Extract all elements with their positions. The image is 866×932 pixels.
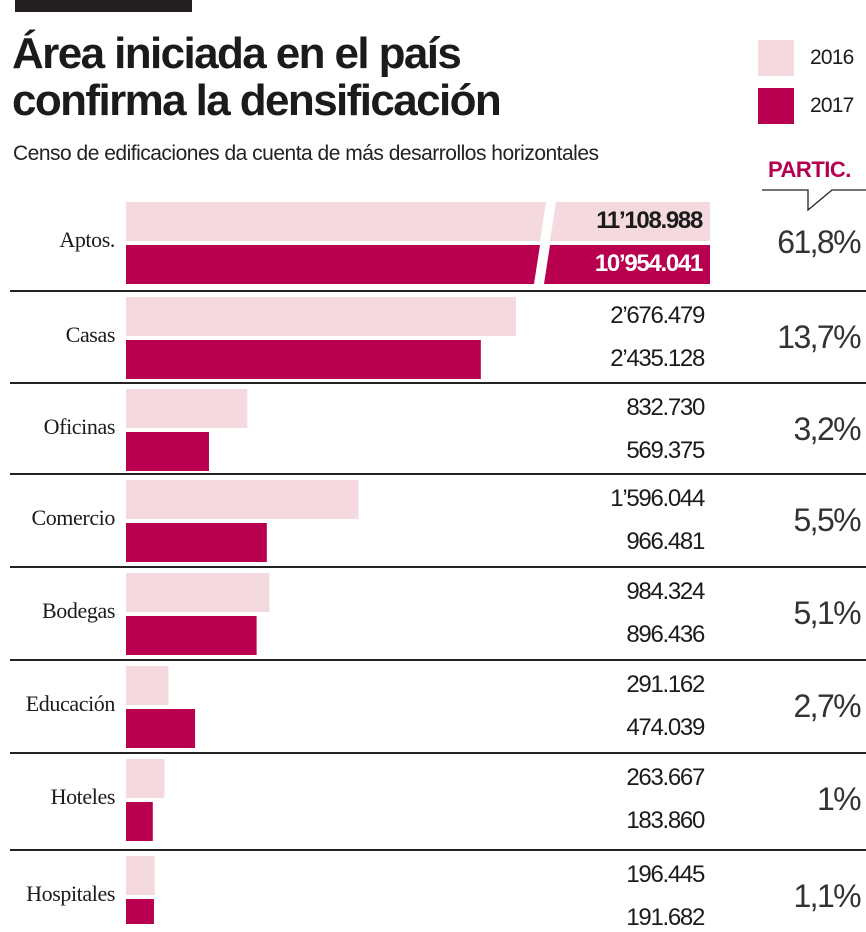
bar-2017-bodegas	[126, 616, 257, 655]
value-label-2017-oficinas: 569.375	[626, 437, 705, 464]
row-separator	[10, 752, 866, 754]
title-line-1: Área iniciada en el país	[12, 29, 462, 78]
bar-2017-educacion	[126, 709, 196, 748]
participation-aptos: 61,8%	[777, 224, 861, 260]
row-separator	[10, 566, 866, 568]
participation-header: PARTIC.	[768, 157, 851, 182]
bar-2016-oficinas	[126, 389, 248, 428]
value-label-2017-casas: 2’435.128	[610, 345, 705, 372]
legend-label-2016: 2016	[810, 46, 854, 69]
bar-break-segment-2016-aptos	[550, 202, 710, 241]
legend-swatch-2017	[758, 88, 794, 124]
bar-2017-comercio	[126, 523, 267, 562]
legend-swatch-2016	[758, 40, 794, 76]
bar-2016-aptos	[126, 202, 546, 241]
value-label-2016-casas: 2’676.479	[610, 302, 705, 329]
bar-2016-educacion	[126, 666, 169, 705]
value-label-2016-hoteles: 263.667	[626, 764, 705, 791]
category-label-educacion: Educación	[25, 691, 116, 716]
value-label-2017-aptos: 10’954.041	[594, 250, 703, 277]
bar-2016-casas	[126, 297, 516, 336]
participation-casas: 13,7%	[777, 319, 861, 355]
value-label-2017-comercio: 966.481	[626, 528, 705, 555]
chart-subtitle: Censo de edificaciones da cuenta de más …	[13, 142, 599, 165]
participation-hospitales: 1,1%	[793, 878, 861, 914]
category-label-hoteles: Hoteles	[50, 784, 116, 809]
value-label-2016-aptos: 11’108.988	[596, 207, 703, 234]
bar-2017-casas	[126, 340, 481, 379]
legend-item-2017: 2017	[758, 88, 854, 124]
callout-pointer-icon	[762, 189, 866, 212]
bar-2017-hoteles	[126, 802, 153, 841]
category-label-casas: Casas	[65, 322, 116, 347]
category-label-hospitales: Hospitales	[26, 881, 115, 906]
chart-title: Área iniciada en el país confirma la den…	[12, 30, 632, 124]
bar-break-segment-2017-aptos	[544, 245, 710, 284]
value-label-2016-oficinas: 832.730	[626, 394, 705, 421]
value-label-2016-educacion: 291.162	[626, 671, 705, 698]
bar-2017-aptos	[126, 245, 540, 284]
participation-educacion: 2,7%	[793, 688, 861, 724]
category-label-bodegas: Bodegas	[42, 598, 115, 623]
title-line-2: confirma la densificación	[12, 76, 502, 125]
bar-2016-comercio	[126, 480, 359, 519]
participation-comercio: 5,5%	[793, 502, 861, 538]
row-separator	[10, 290, 866, 292]
value-label-2016-hospitales: 196.445	[626, 861, 705, 888]
header-bar	[15, 0, 192, 12]
row-separator	[10, 473, 866, 475]
bar-2017-oficinas	[126, 432, 209, 471]
row-separator	[10, 849, 866, 851]
bar-2016-bodegas	[126, 573, 270, 612]
participation-oficinas: 3,2%	[793, 411, 861, 447]
row-separator	[10, 382, 866, 384]
value-label-2017-bodegas: 896.436	[626, 621, 705, 648]
bar-2016-hospitales	[126, 856, 155, 895]
row-separator	[10, 659, 866, 661]
value-label-2016-bodegas: 984.324	[626, 578, 705, 605]
category-label-comercio: Comercio	[31, 505, 115, 530]
participation-bodegas: 5,1%	[793, 595, 861, 631]
legend-item-2016: 2016	[758, 40, 854, 76]
value-label-2016-comercio: 1’596.044	[610, 485, 705, 512]
legend-label-2017: 2017	[810, 94, 854, 117]
participation-hoteles: 1%	[816, 781, 862, 817]
category-label-oficinas: Oficinas	[43, 414, 116, 439]
value-label-2017-hospitales: 191.682	[626, 904, 705, 931]
bar-2017-hospitales	[126, 899, 154, 924]
value-label-2017-educacion: 474.039	[626, 714, 705, 741]
value-label-2017-hoteles: 183.860	[626, 807, 705, 834]
bar-2016-hoteles	[126, 759, 165, 798]
category-label-aptos: Aptos.	[59, 227, 115, 252]
